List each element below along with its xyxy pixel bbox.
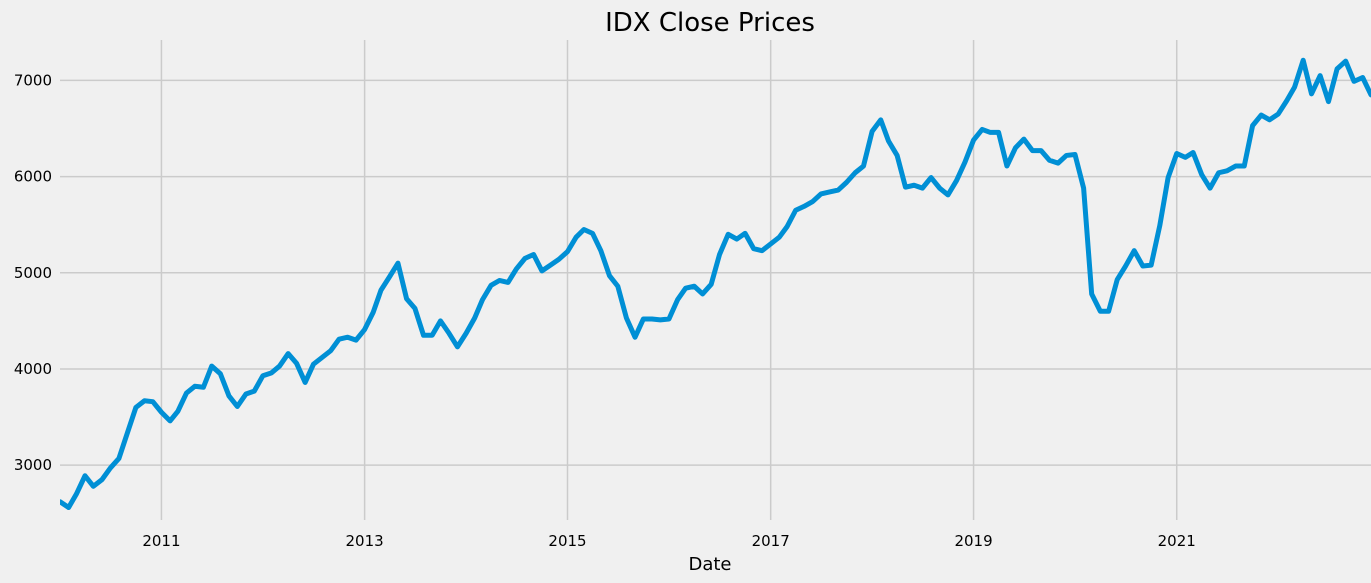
y-tick-label: 5000 [14,264,52,282]
x-tick-label: 2015 [548,532,586,550]
chart-title: IDX Close Prices [605,8,815,38]
x-axis-title: Date [688,554,731,575]
y-tick-labels: 3000 4000 5000 6000 7000 [14,71,52,474]
y-tick-label: 3000 [14,456,52,474]
plot-area [60,57,1371,510]
x-tick-label: 2011 [142,532,180,550]
series-line-idx-close [60,57,1371,510]
x-tick-labels: 2011 2013 2015 2017 2019 2021 [142,532,1195,550]
y-tick-label: 4000 [14,360,52,378]
y-tick-label: 7000 [14,71,52,89]
x-tick-label: 2017 [752,532,790,550]
x-tick-label: 2021 [1158,532,1196,550]
y-tick-label: 6000 [14,168,52,186]
x-tick-label: 2019 [954,532,992,550]
x-gridlines [160,40,1178,520]
x-tick-label: 2013 [346,532,384,550]
